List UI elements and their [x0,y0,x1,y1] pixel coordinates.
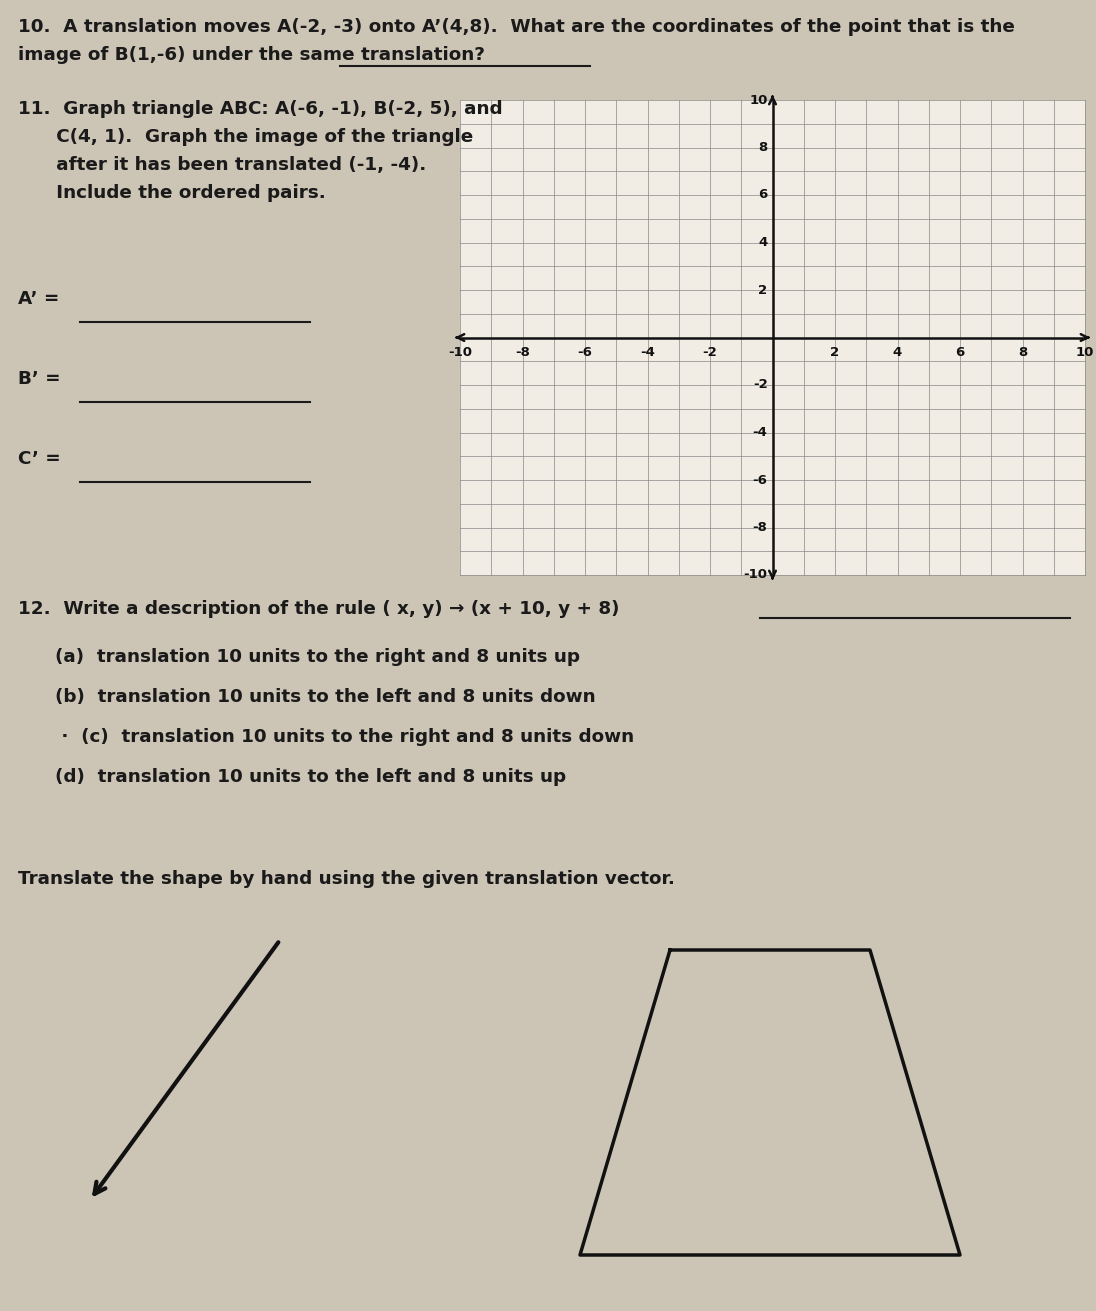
Bar [460,100,1085,576]
Text: 2: 2 [831,346,840,358]
Text: 10: 10 [750,93,767,106]
Text: -8: -8 [515,346,530,358]
Text: after it has been translated (-1, -4).: after it has been translated (-1, -4). [18,156,426,174]
Text: C’ =: C’ = [18,450,60,468]
Text: 6: 6 [758,189,767,202]
Text: -6: -6 [753,473,767,486]
Text: A’ =: A’ = [18,290,59,308]
Text: ·  (c)  translation 10 units to the right and 8 units down: · (c) translation 10 units to the right … [55,728,635,746]
Text: -4: -4 [753,426,767,439]
Text: 4: 4 [758,236,767,249]
Text: -6: -6 [578,346,593,358]
Text: 8: 8 [1018,346,1027,358]
Text: Include the ordered pairs.: Include the ordered pairs. [18,184,326,202]
Text: -10: -10 [448,346,472,358]
Text: B’ =: B’ = [18,370,60,388]
Text: -8: -8 [753,520,767,534]
Text: (b)  translation 10 units to the left and 8 units down: (b) translation 10 units to the left and… [55,688,595,707]
Text: image of B(1,-6) under the same translation?: image of B(1,-6) under the same translat… [18,46,486,64]
Text: -2: -2 [753,379,767,392]
Text: 6: 6 [956,346,964,358]
Text: Translate the shape by hand using the given translation vector.: Translate the shape by hand using the gi… [18,871,675,888]
Text: -2: -2 [703,346,718,358]
Text: -10: -10 [743,569,767,582]
Text: 12.  Write a description of the rule ( x, y) → (x + 10, y + 8): 12. Write a description of the rule ( x,… [18,600,619,617]
Text: 8: 8 [758,142,767,153]
Text: 10: 10 [1076,346,1094,358]
Text: (a)  translation 10 units to the right and 8 units up: (a) translation 10 units to the right an… [55,648,580,666]
Text: 10.  A translation moves A(-2, -3) onto A’(4,8).  What are the coordinates of th: 10. A translation moves A(-2, -3) onto A… [18,18,1015,35]
Text: 11.  Graph triangle ABC: A(-6, -1), B(-2, 5), and: 11. Graph triangle ABC: A(-6, -1), B(-2,… [18,100,503,118]
Text: -4: -4 [640,346,655,358]
Text: (d)  translation 10 units to the left and 8 units up: (d) translation 10 units to the left and… [55,768,567,787]
Text: 2: 2 [758,283,767,296]
Text: 4: 4 [893,346,902,358]
Text: C(4, 1).  Graph the image of the triangle: C(4, 1). Graph the image of the triangle [18,128,473,146]
